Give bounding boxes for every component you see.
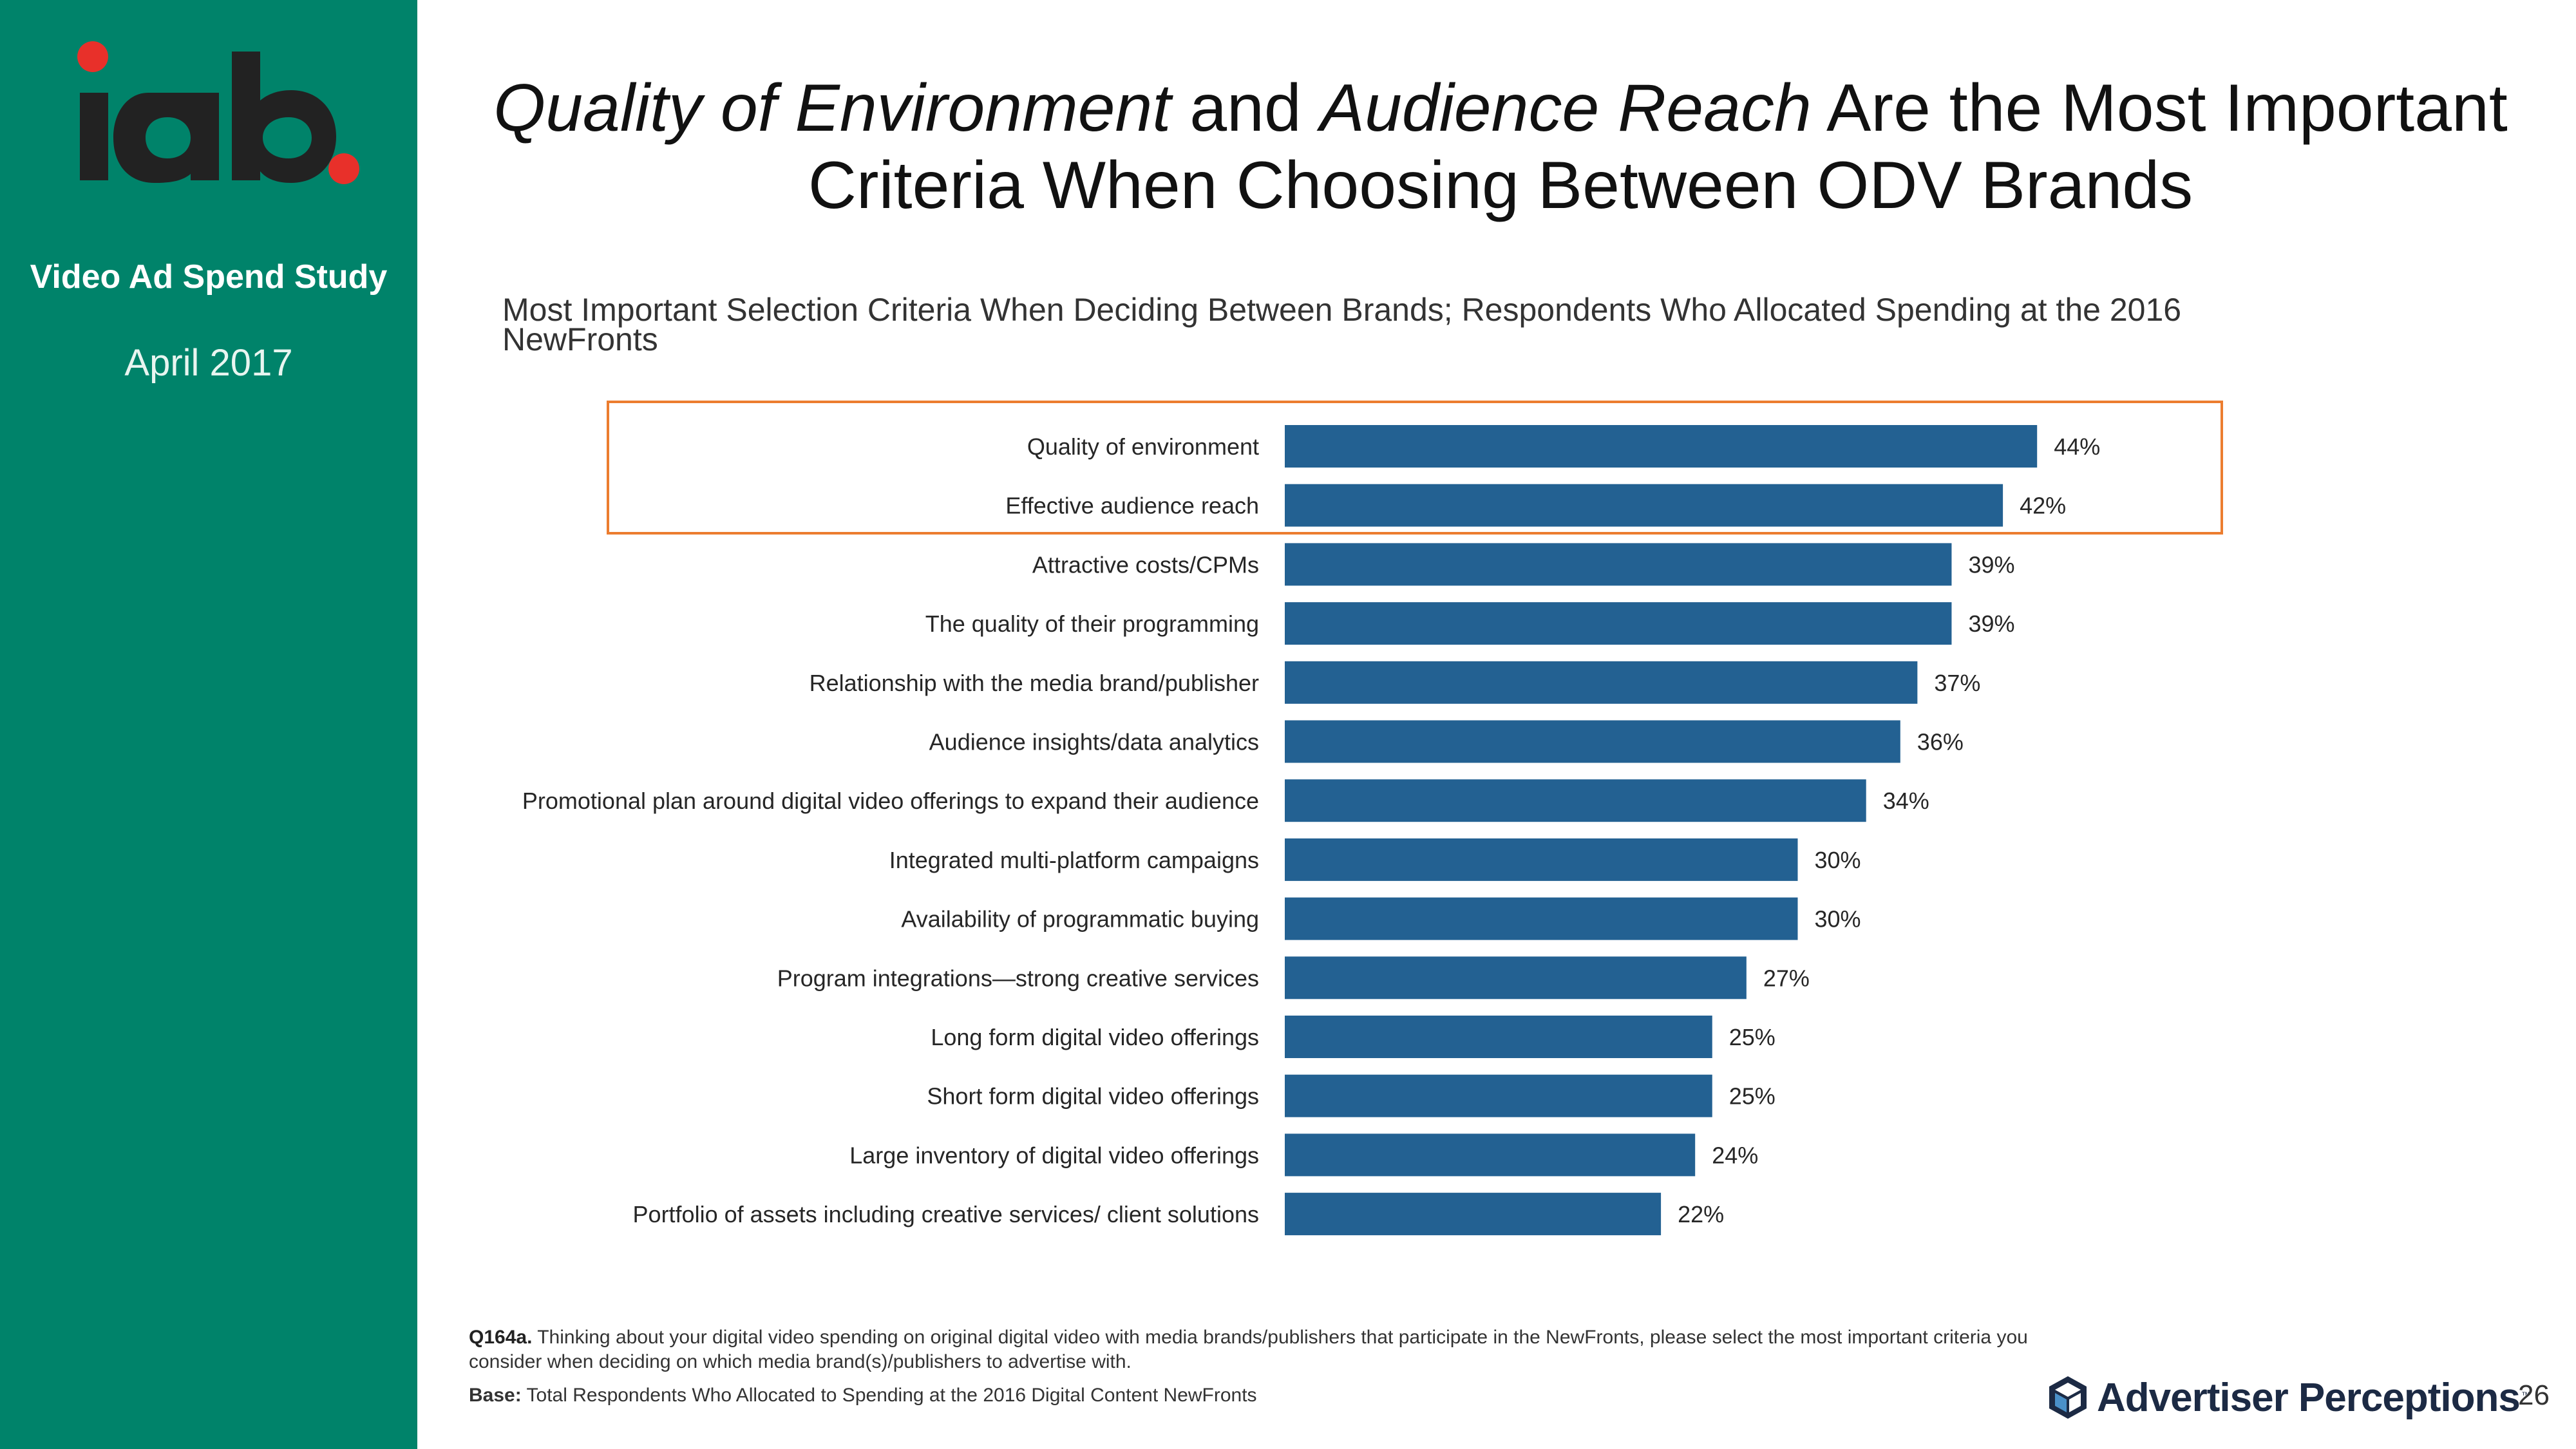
title-rest: Are the Most Important xyxy=(1811,71,2508,146)
value-label: 25% xyxy=(1729,1083,1776,1110)
sidebar: Video Ad Spend Study April 2017 xyxy=(0,0,417,1449)
category-label: Promotional plan around digital video of… xyxy=(522,788,1259,814)
value-label: 34% xyxy=(1883,788,1929,814)
question-text: Thinking about your digital video spendi… xyxy=(469,1327,2028,1372)
category-label: The quality of their programming xyxy=(925,611,1259,637)
page-title: Quality of Environment and Audience Reac… xyxy=(464,70,2537,224)
advertiser-perceptions-logo: Advertiser Perceptions ™ xyxy=(2048,1372,2530,1423)
cube-icon xyxy=(2049,1376,2087,1419)
category-label: Relationship with the media brand/publis… xyxy=(810,670,1259,696)
value-label: 42% xyxy=(2020,493,2066,519)
bar xyxy=(1285,1016,1712,1058)
trademark: ™ xyxy=(2521,1390,2530,1400)
bar xyxy=(1285,838,1798,881)
highlight-box xyxy=(607,401,2223,535)
category-label: Short form digital video offerings xyxy=(927,1083,1259,1110)
category-label: Attractive costs/CPMs xyxy=(1032,551,1259,578)
bar xyxy=(1285,1133,1696,1177)
question-label: Q164a. xyxy=(469,1327,533,1348)
category-label: Integrated multi-platform campaigns xyxy=(889,847,1259,873)
value-label: 39% xyxy=(1968,611,2014,637)
bar xyxy=(1285,661,1918,704)
title-line-1: Quality of Environment and Audience Reac… xyxy=(464,70,2537,147)
bar xyxy=(1285,602,1952,645)
value-label: 30% xyxy=(1815,906,1861,933)
title-conjunction: and xyxy=(1171,71,1320,146)
base-footnote: Base: Total Respondents Who Allocated to… xyxy=(469,1385,2053,1406)
bar xyxy=(1285,956,1747,999)
category-label: Long form digital video offerings xyxy=(931,1024,1259,1050)
value-label: 27% xyxy=(1763,965,1810,991)
category-label: Large inventory of digital video offerin… xyxy=(849,1142,1259,1168)
bar xyxy=(1285,897,1798,940)
bar xyxy=(1285,543,1952,586)
question-footnote: Q164a. Thinking about your digital video… xyxy=(469,1325,2053,1374)
title-line-2: Criteria When Choosing Between ODV Brand… xyxy=(808,148,2193,223)
category-label: Quality of environment xyxy=(1027,433,1259,460)
bar xyxy=(1285,1074,1712,1117)
base-text: Total Respondents Who Allocated to Spend… xyxy=(521,1385,1257,1406)
category-label: Audience insights/data analytics xyxy=(929,729,1259,755)
title-emphasis-2: Audience Reach xyxy=(1320,71,1812,146)
iab-logo xyxy=(77,41,359,184)
page-number: 26 xyxy=(2518,1379,2550,1411)
value-label: 22% xyxy=(1678,1201,1724,1227)
logo-dot-top xyxy=(77,41,108,72)
chart-subtitle: Most Important Selection Criteria When D… xyxy=(502,292,2182,357)
title-emphasis-1: Quality of Environment xyxy=(493,71,1171,146)
category-label: Availability of programmatic buying xyxy=(901,906,1259,933)
logo-dot-bottom xyxy=(328,153,359,184)
category-label: Portfolio of assets including creative s… xyxy=(633,1201,1259,1227)
bar xyxy=(1285,484,2003,527)
category-label: Program integrations—strong creative ser… xyxy=(777,965,1259,991)
value-label: 44% xyxy=(2054,433,2100,460)
value-label: 36% xyxy=(1917,729,1964,755)
value-label: 37% xyxy=(1934,670,1980,696)
bar xyxy=(1285,1193,1662,1236)
value-label: 25% xyxy=(1729,1024,1776,1050)
value-label: 24% xyxy=(1712,1142,1758,1168)
study-date: April 2017 xyxy=(124,342,293,384)
study-name: Video Ad Spend Study xyxy=(30,258,388,296)
bar xyxy=(1285,720,1900,763)
bar xyxy=(1285,779,1866,822)
bar xyxy=(1285,425,2038,468)
value-label: 39% xyxy=(1968,551,2014,578)
brand-name: Advertiser Perceptions xyxy=(2097,1375,2521,1420)
value-label: 30% xyxy=(1815,847,1861,873)
base-label: Base: xyxy=(469,1385,522,1406)
category-label: Effective audience reach xyxy=(1005,493,1259,519)
